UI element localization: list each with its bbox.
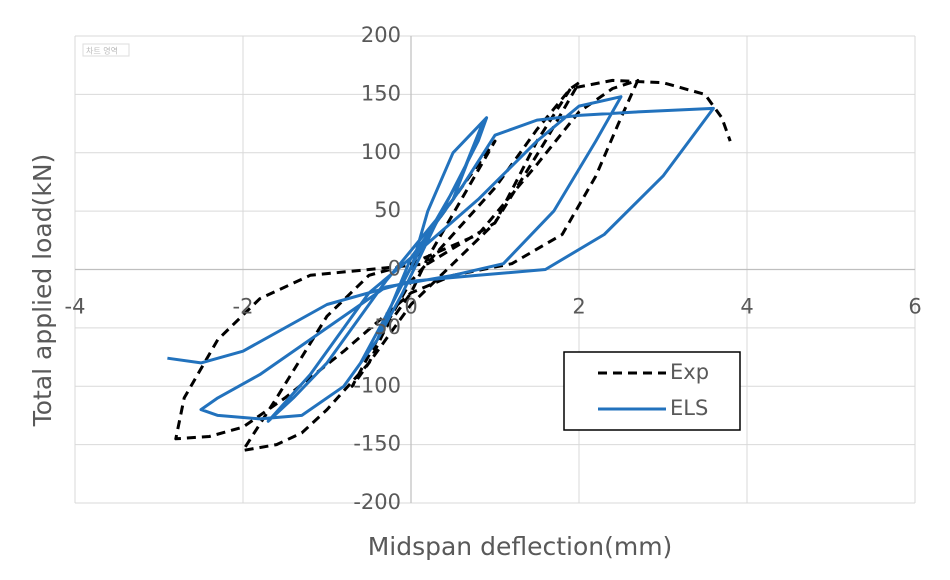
plot bbox=[167, 78, 732, 452]
legend-box bbox=[563, 351, 741, 431]
y-tick-label: -100 bbox=[353, 373, 401, 397]
y-tick-label: -50 bbox=[367, 315, 401, 339]
x-axis-title: Midspan deflection(mm) bbox=[368, 532, 673, 561]
x-tick-label: -4 bbox=[65, 295, 86, 319]
y-axis-title: Total applied load(kN) bbox=[28, 154, 57, 428]
x-tick-label: 4 bbox=[740, 295, 753, 319]
x-tick-label: 2 bbox=[572, 295, 585, 319]
legend-label: Exp bbox=[670, 360, 709, 384]
y-tick-label: 0 bbox=[388, 257, 401, 281]
x-tick-label: -2 bbox=[233, 295, 254, 319]
chart-area-badge bbox=[82, 43, 130, 57]
y-tick-label: 150 bbox=[361, 81, 401, 105]
y-tick-label: -200 bbox=[353, 490, 401, 514]
x-tick-label: 0 bbox=[404, 295, 417, 319]
series-line bbox=[174, 78, 732, 452]
x-tick-label: 6 bbox=[908, 295, 921, 319]
y-tick-label: 100 bbox=[361, 140, 401, 164]
legend-label: ELS bbox=[670, 396, 708, 420]
series-line bbox=[167, 95, 715, 423]
y-tick-label: -150 bbox=[353, 432, 401, 456]
y-tick-label: 50 bbox=[374, 198, 401, 222]
legend: Exp ELS bbox=[563, 351, 741, 431]
y-tick-label: 200 bbox=[361, 23, 401, 47]
annotation: 차트 영역 bbox=[86, 46, 118, 56]
